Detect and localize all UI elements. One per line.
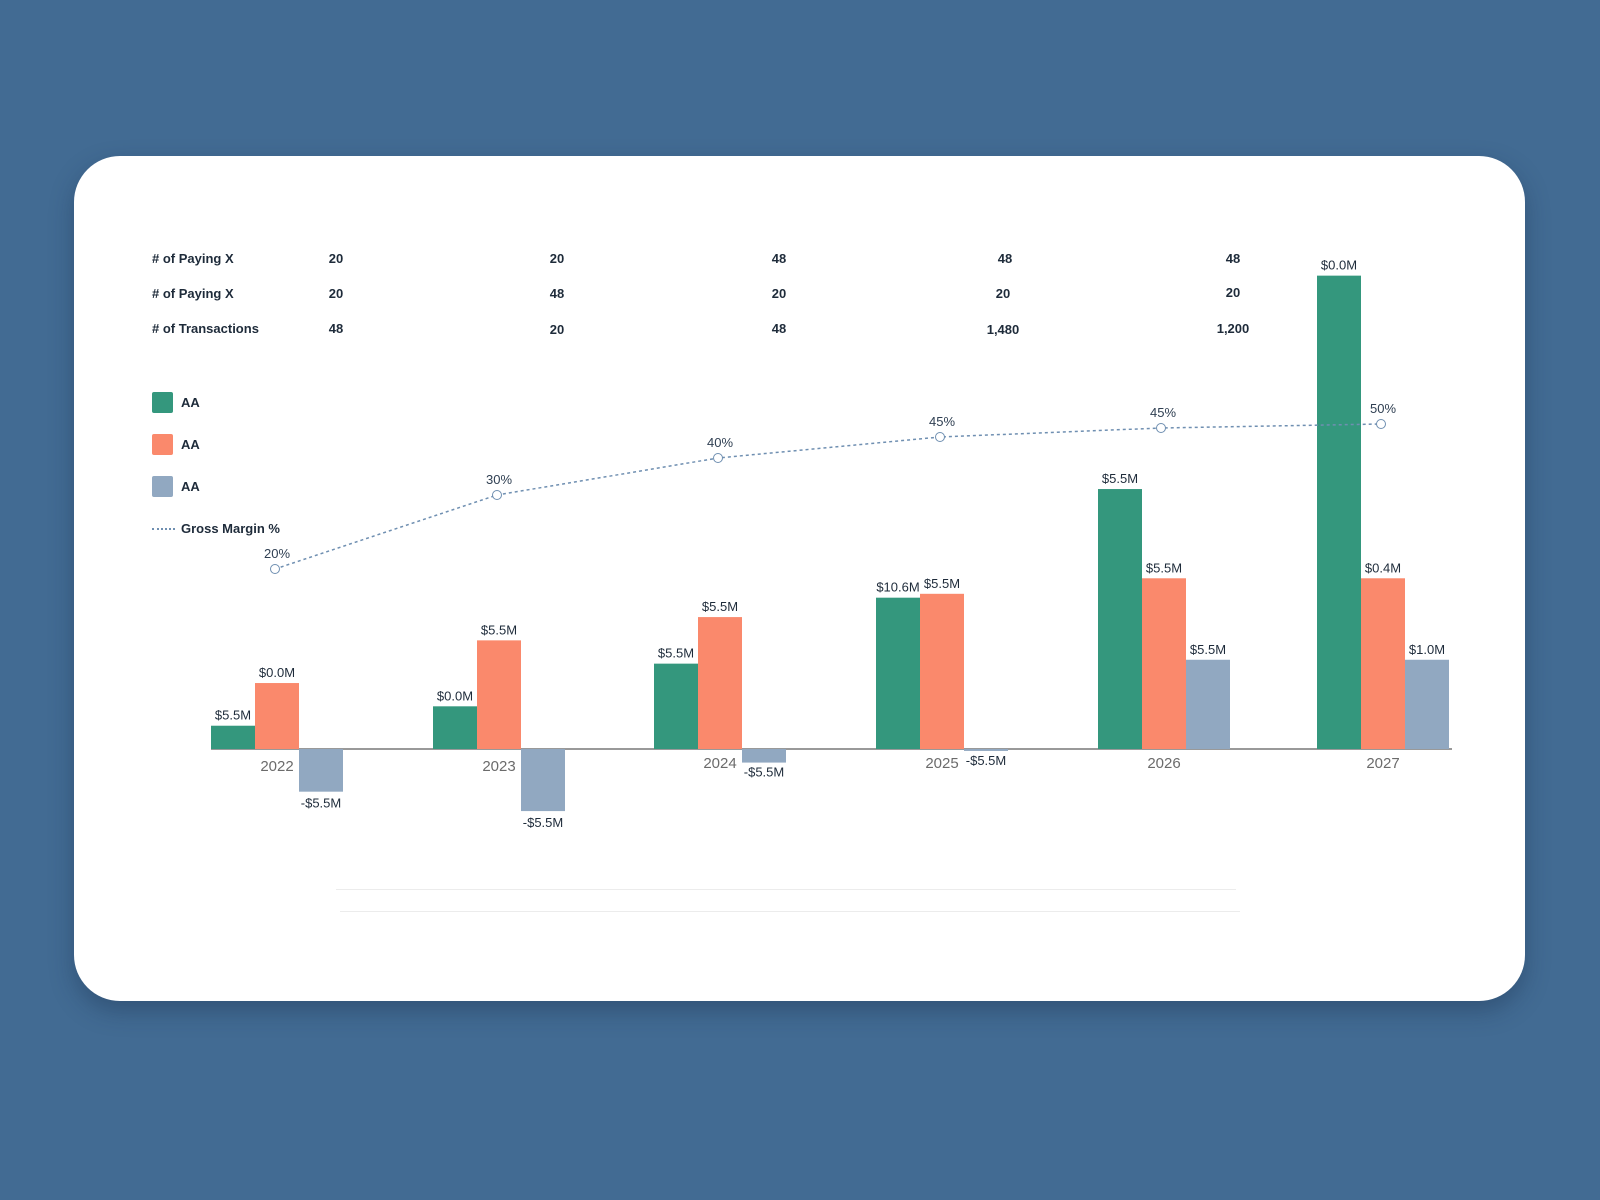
metric-value: 48: [997, 251, 1013, 266]
gross-margin-point: [935, 432, 945, 442]
bar-value-label: $0.0M: [1321, 258, 1357, 273]
bar-value-label: $5.5M: [1190, 642, 1226, 657]
metric-value: 20: [771, 286, 787, 301]
legend-item-series-1[interactable]: AA: [152, 392, 352, 414]
gross-margin-label: 45%: [929, 414, 955, 429]
bar-value-label: $5.5M: [1102, 471, 1138, 486]
bar: [876, 597, 920, 749]
metric-value: 48: [771, 321, 787, 336]
bar-value-label: -$5.5M: [966, 753, 1006, 768]
bar-value-label: $5.5M: [215, 708, 251, 723]
metric-row-label: # of Paying X: [152, 251, 234, 266]
metric-value: 1,200: [1216, 321, 1250, 336]
legend-label: AA: [181, 437, 200, 452]
bar: [1317, 275, 1361, 749]
metric-value: 48: [771, 251, 787, 266]
gross-margin-label: 40%: [707, 435, 733, 450]
metric-value: 20: [995, 286, 1011, 301]
dotted-line-icon: [152, 528, 175, 530]
legend-item-series-2[interactable]: AA: [152, 434, 352, 456]
metric-row-label: # of Paying X: [152, 286, 234, 301]
bar: [1361, 578, 1405, 749]
legend-label: AA: [181, 479, 200, 494]
gross-margin-point: [713, 453, 723, 463]
gross-margin-line: [274, 423, 1382, 570]
metric-value: 20: [328, 286, 344, 301]
bar: [920, 593, 964, 749]
x-tick-label: 2026: [1147, 755, 1180, 772]
bar-chart: $5.5M $0.0M $5.5M $10.6M $5.5M $0.0M $0.0M $5.5…: [211, 258, 1452, 830]
bar-value-label: $0.0M: [259, 665, 295, 680]
metric-value: 48: [549, 286, 565, 301]
bar-value-label: $5.5M: [924, 576, 960, 591]
x-tick-label: 2027: [1366, 755, 1399, 772]
legend-swatch: [152, 392, 173, 413]
bar: [211, 725, 255, 749]
bar-value-label: $5.5M: [1146, 560, 1182, 575]
gross-margin-point: [1156, 423, 1166, 433]
metric-value: 48: [328, 321, 344, 336]
bar-value-label: $10.6M: [876, 580, 919, 595]
legend-item-gross-margin[interactable]: Gross Margin %: [152, 518, 352, 540]
bar-value-label: $0.0M: [437, 688, 473, 703]
legend-swatch: [152, 476, 173, 497]
bar: [654, 663, 698, 749]
x-tick-label: 2024: [703, 755, 736, 772]
divider: [336, 889, 1236, 890]
bar: [742, 749, 786, 763]
bar-value-label: $5.5M: [702, 599, 738, 614]
bar-value-label: -$5.5M: [301, 796, 341, 811]
bar: [299, 749, 343, 792]
metric-value: 1,480: [986, 322, 1020, 337]
divider: [340, 911, 1240, 912]
gross-margin-label: 20%: [264, 546, 290, 561]
x-tick-label: 2022: [260, 758, 293, 775]
bar: [433, 706, 477, 749]
gross-margin-point: [1376, 419, 1386, 429]
gross-margin-point: [492, 490, 502, 500]
legend-label: AA: [181, 395, 200, 410]
metric-value: 20: [549, 251, 565, 266]
bar: [1405, 659, 1449, 749]
gross-margin-point: [270, 564, 280, 574]
bar: [1098, 489, 1142, 749]
legend-label: Gross Margin %: [181, 521, 280, 536]
gross-margin-label: 30%: [486, 472, 512, 487]
bar-value-label: $5.5M: [658, 646, 694, 661]
bar: [964, 749, 1008, 751]
bar-value-label: -$5.5M: [744, 765, 784, 780]
bar-value-label: -$5.5M: [523, 815, 563, 830]
bar: [698, 617, 742, 749]
gross-margin-label: 45%: [1150, 405, 1176, 420]
metric-value: 20: [549, 322, 565, 337]
gross-margin-label: 50%: [1370, 401, 1396, 416]
bar-value-label: $0.4M: [1365, 560, 1401, 575]
bar: [255, 683, 299, 749]
legend-item-series-3[interactable]: AA: [152, 476, 352, 498]
bar: [477, 640, 521, 749]
legend-swatch: [152, 434, 173, 455]
bar: [521, 749, 565, 812]
x-tick-label: 2023: [482, 758, 515, 775]
bar: [1186, 659, 1230, 749]
bar-value-label: $5.5M: [481, 622, 517, 637]
metric-value: 20: [328, 251, 344, 266]
bar-value-label: $1.0M: [1409, 642, 1445, 657]
metric-value: 20: [1225, 285, 1241, 300]
x-tick-label: 2025: [925, 755, 958, 772]
bar: [1142, 578, 1186, 749]
chart-card: # of Paying X 20 20 48 48 48 # of Paying…: [74, 156, 1525, 1001]
metric-row-label: # of Transactions: [152, 321, 259, 336]
metric-value: 48: [1225, 251, 1241, 266]
